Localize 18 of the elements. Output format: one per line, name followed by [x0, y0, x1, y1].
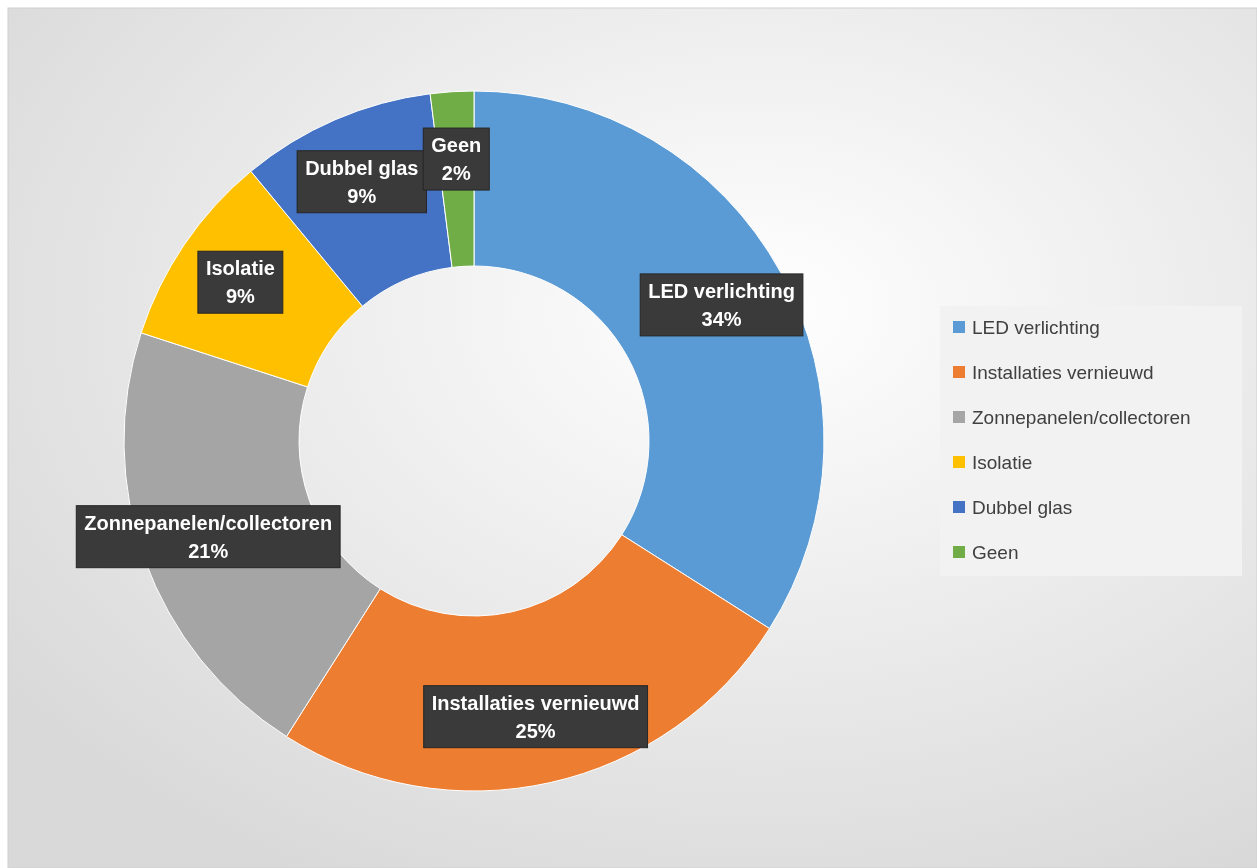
legend-label: Installaties vernieuwd — [972, 362, 1154, 383]
data-label: 25% — [515, 719, 556, 742]
legend-label: Zonnepanelen/collectoren — [972, 407, 1191, 428]
slice-label: Isolatie — [205, 257, 275, 280]
data-label: 2% — [441, 162, 471, 185]
legend-label: Geen — [972, 542, 1019, 563]
slice-label: Geen — [431, 134, 482, 157]
legend-label: Isolatie — [972, 452, 1033, 473]
legend-label: LED verlichting — [972, 317, 1100, 338]
data-label: 9% — [225, 285, 256, 308]
slice-label: LED verlichting — [648, 279, 795, 302]
data-label: 21% — [188, 539, 229, 562]
legend-label: Dubbel glas — [972, 497, 1073, 518]
slice-label: Installaties vernieuwd — [431, 691, 640, 714]
slice-label: Dubbel glas — [305, 156, 419, 179]
data-label: 34% — [701, 307, 742, 330]
data-label: 9% — [347, 184, 377, 207]
slice-label: Zonnepanelen/collectoren — [84, 511, 333, 534]
